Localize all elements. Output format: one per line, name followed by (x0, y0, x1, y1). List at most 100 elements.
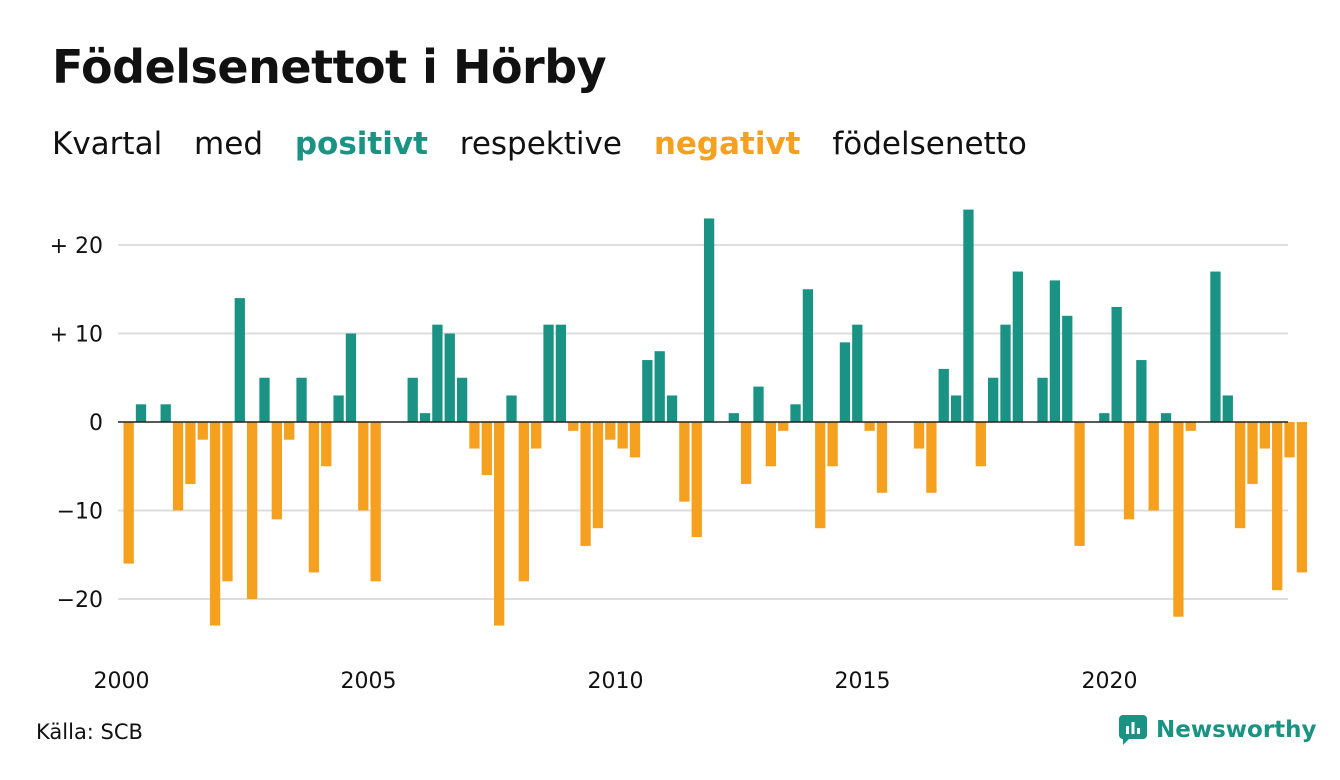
bar (1099, 413, 1110, 422)
bar (605, 422, 616, 440)
bar (741, 422, 752, 484)
bar (160, 404, 171, 422)
bar (345, 333, 357, 422)
bar (1012, 271, 1023, 422)
bar (370, 422, 381, 582)
bar (234, 298, 245, 422)
subtitle-negative-label: negativt (653, 126, 801, 162)
brand-logo[interactable]: Newsworthy (1118, 714, 1317, 746)
bar (592, 422, 604, 529)
bar (284, 422, 295, 440)
bar (209, 422, 221, 626)
y-tick-label: −10 (57, 500, 103, 525)
y-tick-label: −20 (57, 588, 103, 613)
bar (247, 422, 258, 599)
bar (432, 324, 443, 422)
y-tick-label: + 10 (50, 323, 103, 348)
subtitle-word: respektive (459, 126, 622, 162)
bar (531, 422, 542, 449)
bar (1259, 422, 1270, 449)
subtitle-word: Kvartal (52, 126, 163, 162)
bar (308, 422, 320, 573)
source-note: Källa: SCB (36, 720, 143, 744)
bar (222, 422, 233, 582)
bar (963, 209, 974, 422)
x-tick-label: 2010 (588, 669, 644, 694)
bar (765, 422, 776, 467)
bar (135, 404, 147, 422)
bar (1173, 422, 1184, 617)
page-title: Födelsenettot i Hörby (52, 40, 607, 94)
bar (296, 377, 307, 422)
bar (642, 360, 653, 422)
bar (827, 422, 838, 467)
bar (1160, 413, 1172, 422)
bar (913, 422, 925, 449)
subtitle-positive-label: positivt (294, 126, 428, 162)
bar (926, 422, 937, 493)
x-tick-label: 2015 (835, 669, 891, 694)
bar (679, 422, 690, 502)
bar (876, 422, 888, 493)
bar (1062, 315, 1073, 422)
bar (185, 422, 196, 484)
bar (839, 342, 851, 422)
y-axis-ticks: + 20 + 10 0 −10 −20 (50, 234, 103, 613)
bar (555, 324, 567, 422)
bar (580, 422, 591, 546)
bar (419, 413, 431, 422)
bars-layer (123, 209, 1308, 626)
subtitle-word: med (194, 126, 263, 162)
bar (271, 422, 282, 520)
bar (988, 377, 999, 422)
x-tick-label: 2020 (1082, 669, 1138, 694)
bar (1136, 360, 1147, 422)
bar (321, 422, 332, 467)
bar (1247, 422, 1258, 484)
bar (864, 422, 875, 431)
bar (1235, 422, 1246, 529)
bar (1185, 422, 1196, 431)
bar (518, 422, 529, 582)
bar (728, 413, 739, 422)
bar (456, 377, 468, 422)
bar (1272, 422, 1283, 591)
bar (666, 395, 678, 422)
chart-bubble-icon (1119, 715, 1147, 745)
bar (1296, 422, 1308, 573)
bar (444, 333, 455, 422)
bar (938, 368, 949, 422)
bar (494, 422, 505, 626)
y-tick-label: + 20 (50, 234, 103, 259)
bar (1210, 271, 1221, 422)
y-tick-label: 0 (89, 411, 103, 436)
bar (469, 422, 480, 449)
bar (1123, 422, 1135, 520)
bar (259, 377, 270, 422)
bar (1049, 280, 1061, 422)
bar (1222, 395, 1233, 422)
bar (654, 351, 665, 422)
bar (753, 386, 764, 422)
bar (506, 395, 517, 422)
bar (1074, 422, 1085, 546)
bar (950, 395, 962, 422)
bar (543, 324, 554, 422)
bar (975, 422, 986, 467)
bar (358, 422, 369, 511)
bar (703, 218, 715, 422)
chart-subtitle: Kvartal med positivt respektive negativt… (52, 126, 1049, 162)
bar (802, 289, 814, 422)
bar (568, 422, 579, 431)
x-tick-label: 2005 (341, 669, 397, 694)
bar (1148, 422, 1159, 511)
bar (815, 422, 826, 529)
bar (1111, 306, 1122, 422)
bar (691, 422, 702, 538)
x-tick-label: 2000 (94, 669, 150, 694)
bar (1000, 324, 1011, 422)
bar (197, 422, 208, 440)
bar (1037, 377, 1048, 422)
bar (617, 422, 628, 449)
